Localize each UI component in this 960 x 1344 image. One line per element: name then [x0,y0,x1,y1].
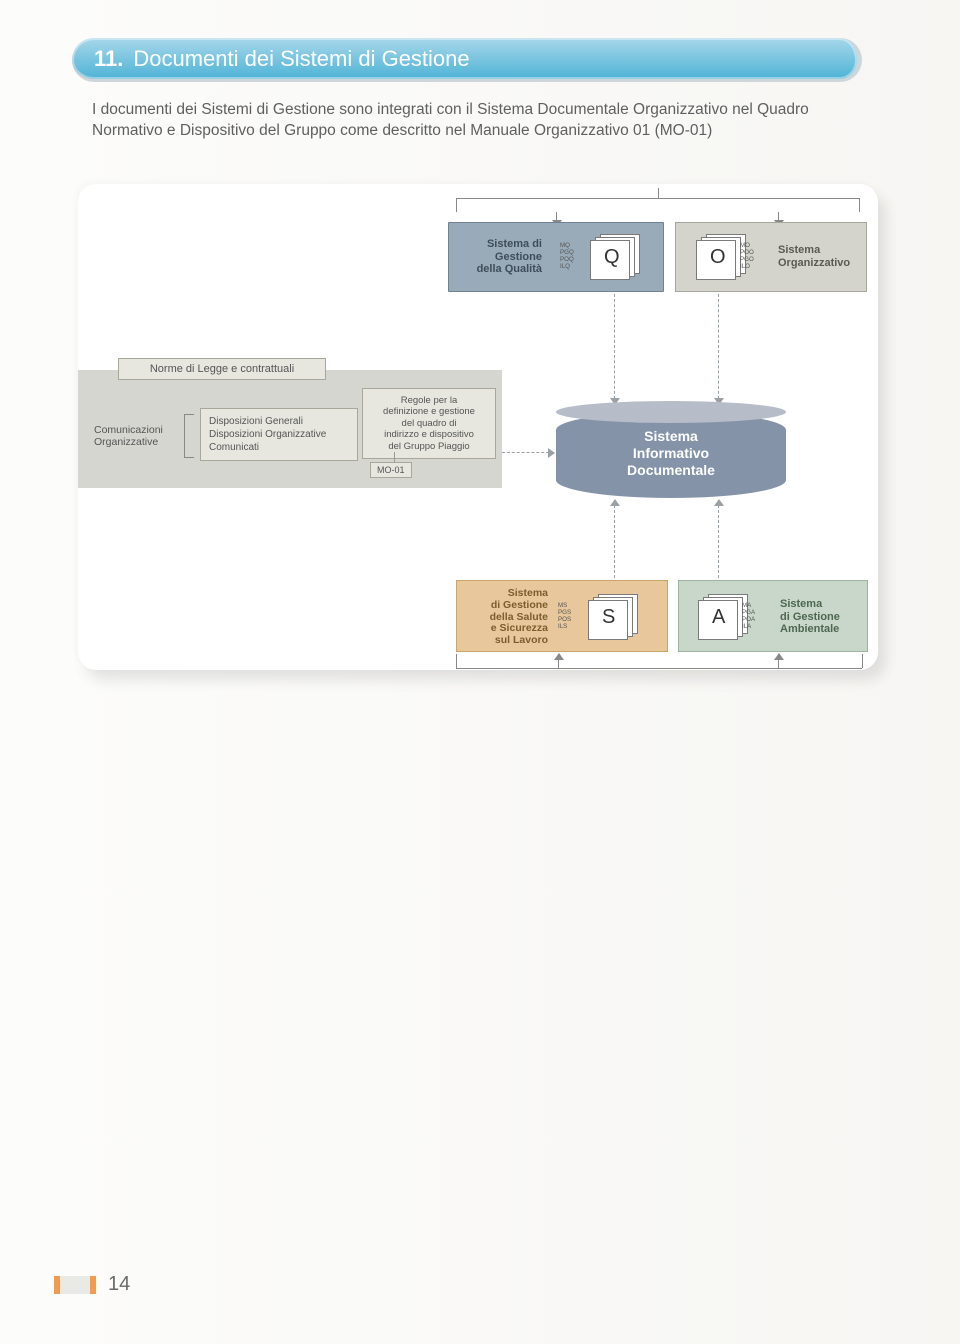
page-number: 14 [108,1273,130,1296]
env-system-label: Sistemadi GestioneAmbientale [780,598,864,636]
page: 11. Documenti dei Sistemi di Gestione I … [0,0,960,1344]
cylinder-label: SistemaInformativoDocumentale [556,428,786,478]
norme-title: Norme di Legge e contrattuali [118,358,326,380]
top-bracket [456,198,860,212]
comunicazioni-label: ComunicazioniOrganizzative [94,424,163,448]
section-number: 11. [94,46,123,72]
dashed-arrow-a-up [718,500,719,578]
diagram: Sistema diGestionedella Qualità Q MQ PGQ… [78,184,878,670]
dashed-arrow-norme-right [502,452,554,453]
quality-system-label: Sistema diGestionedella Qualità [456,238,542,276]
doc-stack-s: S MS PGS POS ILS [588,594,642,640]
arrow-up-a [778,654,779,668]
letter-a: A [712,606,725,629]
mo01-tag: MO-01 [370,462,412,478]
org-system-label: SistemaOrganizzativo [778,244,864,269]
mo01-connector [394,452,395,462]
doc-stack-q: Q MQ PGQ POQ ILQ [590,234,644,280]
dashed-arrow-s-up [614,500,615,578]
bottom-bracket-right [862,654,863,668]
doc-stack-a: A MA PGA POA ILA [698,594,752,640]
norme-panel: Norme di Legge e contrattuali Comunicazi… [78,370,502,488]
codes-s: MS PGS POS ILS [558,602,586,631]
disposizioni-box: Disposizioni GeneraliDisposizioni Organi… [200,408,358,461]
letter-s: S [602,606,615,629]
regole-box: Regole per ladefinizione e gestionedel q… [362,388,496,459]
arrow-up-s [558,654,559,668]
dashed-arrow-q-down [614,294,615,404]
bracket-icon [184,414,194,458]
doc-stack-o: O MO POO PGO ILO [696,234,750,280]
section-title: Documenti dei Sistemi di Gestione [133,46,469,72]
footer-muted-block [60,1276,90,1294]
intro-paragraph: I documenti dei Sistemi di Gestione sono… [92,100,852,142]
bottom-bracket [456,668,862,669]
bottom-bracket-left [456,654,457,668]
top-bracket-stem [658,188,659,198]
safety-system-label: Sistemadi Gestionedella Salutee Sicurezz… [462,588,548,647]
letter-q: Q [604,246,620,269]
codes-q: MQ PGQ POQ ILQ [560,242,588,271]
section-header: 11. Documenti dei Sistemi di Gestione [72,38,862,82]
codes-o: MO POO PGO ILO [740,242,768,271]
diagram-card: Sistema diGestionedella Qualità Q MQ PGQ… [78,184,878,670]
codes-a: MA PGA POA ILA [742,602,770,631]
dashed-arrow-o-down [718,294,719,404]
letter-o: O [710,246,726,269]
